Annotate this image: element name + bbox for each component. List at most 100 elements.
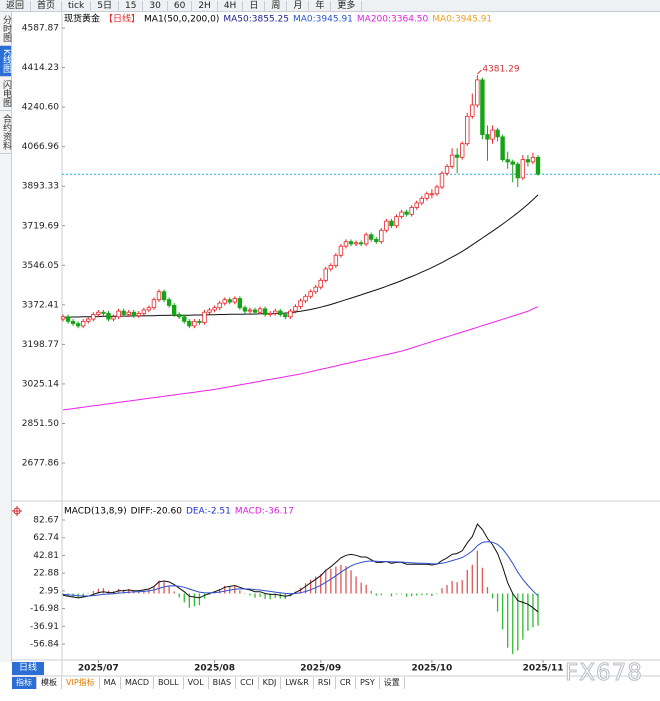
toolbar-button[interactable]: tick xyxy=(62,0,92,11)
candle-body xyxy=(434,186,440,195)
candle-body xyxy=(197,320,202,323)
indicator-tab[interactable]: VOL xyxy=(184,677,209,689)
candle-body xyxy=(308,291,313,297)
toolbar-button[interactable]: 60 xyxy=(168,0,193,11)
toolbar-button[interactable]: 首页 xyxy=(31,0,63,11)
candle-body xyxy=(475,79,480,106)
candle-body xyxy=(70,320,76,325)
toolbar-button[interactable]: 年 xyxy=(309,0,332,11)
y-tick-label: 2.95 xyxy=(39,586,59,596)
candle-body xyxy=(353,242,359,245)
sidebar-tab[interactable]: 分时图 xyxy=(0,12,11,46)
indicator-tab[interactable]: KDJ xyxy=(259,677,282,689)
candle-body xyxy=(424,193,430,199)
candle-body xyxy=(454,154,460,158)
candle-body xyxy=(96,311,101,315)
candle-body xyxy=(460,143,465,158)
toolbar-button[interactable]: 4H xyxy=(218,0,244,11)
y-tick-label: 22.88 xyxy=(33,569,59,579)
y-tick-label: 4240.60 xyxy=(22,103,59,113)
candle-body xyxy=(490,129,495,140)
sidebar-tab[interactable]: K线图 xyxy=(0,46,11,77)
chart-title: 现货黄金 xyxy=(64,13,100,25)
toolbar-button[interactable]: 2H xyxy=(192,0,218,11)
toolbar: 返回 首页 tick 5日 15 30 60 2H 4H 日周月年更多 xyxy=(0,0,660,12)
y-tick-label: 3546.05 xyxy=(22,261,59,271)
candle-body xyxy=(151,299,157,309)
sidebar-tab[interactable]: 闪电图 xyxy=(0,77,11,111)
candle-body xyxy=(262,308,268,315)
indicator-tab[interactable]: MA xyxy=(100,677,122,689)
candle-body xyxy=(520,159,526,179)
toolbar-button[interactable]: 返回 xyxy=(0,0,32,11)
candle-body xyxy=(363,234,369,245)
x-tick-label: 2025/10 xyxy=(411,664,452,674)
candle-body xyxy=(177,314,182,318)
indicator-tab[interactable]: RSI xyxy=(314,677,336,689)
candle-body xyxy=(505,159,510,163)
peak-pointer xyxy=(477,69,482,75)
candle-body xyxy=(207,309,212,313)
indicator-tab[interactable]: BIAS xyxy=(209,677,237,689)
y-tick-label: 3025.14 xyxy=(22,379,59,389)
candle-body xyxy=(333,254,339,266)
candle-body xyxy=(379,229,384,243)
candle-body xyxy=(429,193,435,196)
sidebar-tab[interactable]: 合约资料 xyxy=(0,111,11,154)
candle-body xyxy=(106,312,111,320)
indicator-tab[interactable]: PSY xyxy=(356,677,380,689)
toolbar-button[interactable]: 日 xyxy=(243,0,266,11)
indicator-tab[interactable]: VIP指标 xyxy=(62,677,100,689)
indicator-tab[interactable]: 指标 xyxy=(12,677,37,689)
candle-body xyxy=(232,298,238,303)
indicator-tab[interactable]: CR xyxy=(336,677,356,689)
candle-body xyxy=(384,220,389,231)
chart-title: MACD(13,8,9) xyxy=(64,507,127,517)
candle-body xyxy=(101,311,106,314)
legend-item: MACD:-36.17 xyxy=(235,507,294,517)
x-tick-label: 2025/09 xyxy=(300,664,341,674)
toolbar-button[interactable]: 15 xyxy=(119,0,144,11)
toolbar-button[interactable]: 5日 xyxy=(91,0,119,11)
candle-body xyxy=(217,302,222,309)
y-tick-label: 42.81 xyxy=(33,551,59,561)
y-tick-label: 2677.86 xyxy=(22,459,59,469)
candle-body xyxy=(273,310,278,314)
candle-body xyxy=(328,265,334,270)
candle-body xyxy=(338,245,344,256)
indicator-tab[interactable]: LW&R xyxy=(281,677,314,689)
candle-body xyxy=(81,320,86,327)
indicator-tab[interactable]: CCI xyxy=(236,677,259,689)
candle-body xyxy=(444,166,450,174)
y-tick-label: 3372.41 xyxy=(22,300,59,310)
candle-body xyxy=(192,320,197,327)
candle-body xyxy=(394,216,399,227)
candle-body xyxy=(485,134,490,140)
indicator-tab[interactable]: BOLL xyxy=(154,677,184,689)
toolbar-button[interactable]: 更多 xyxy=(331,0,363,11)
chart-subtitle: 【日线】 xyxy=(104,13,140,25)
candle-body xyxy=(500,136,505,161)
legend-item: DEA:-2.51 xyxy=(186,507,231,517)
candle-body xyxy=(136,312,141,317)
candle-body xyxy=(298,300,303,307)
legend-item: MA50:3855.25 xyxy=(223,15,289,25)
y-tick-label: 82.67 xyxy=(33,515,59,525)
candle-body xyxy=(374,238,379,243)
indicator-tab[interactable]: 模板 xyxy=(37,677,62,689)
toolbar-button[interactable]: 周 xyxy=(265,0,288,11)
sidebar: 分时图 K线图 闪电图 合约资料 xyxy=(0,12,12,662)
candle-body xyxy=(409,207,414,215)
indicator-tab[interactable]: MACD xyxy=(121,677,155,689)
ma-line xyxy=(63,194,539,318)
candle-body xyxy=(187,320,192,327)
indicator-tab[interactable]: 设置 xyxy=(380,677,405,689)
candle-body xyxy=(267,312,273,315)
toolbar-button[interactable]: 30 xyxy=(143,0,168,11)
period-tab[interactable]: 日线 xyxy=(12,662,44,675)
candle-body xyxy=(182,316,187,322)
candle-body xyxy=(313,286,318,293)
candle-body xyxy=(480,79,485,135)
toolbar-button[interactable]: 月 xyxy=(287,0,310,11)
candle-body xyxy=(156,291,162,301)
